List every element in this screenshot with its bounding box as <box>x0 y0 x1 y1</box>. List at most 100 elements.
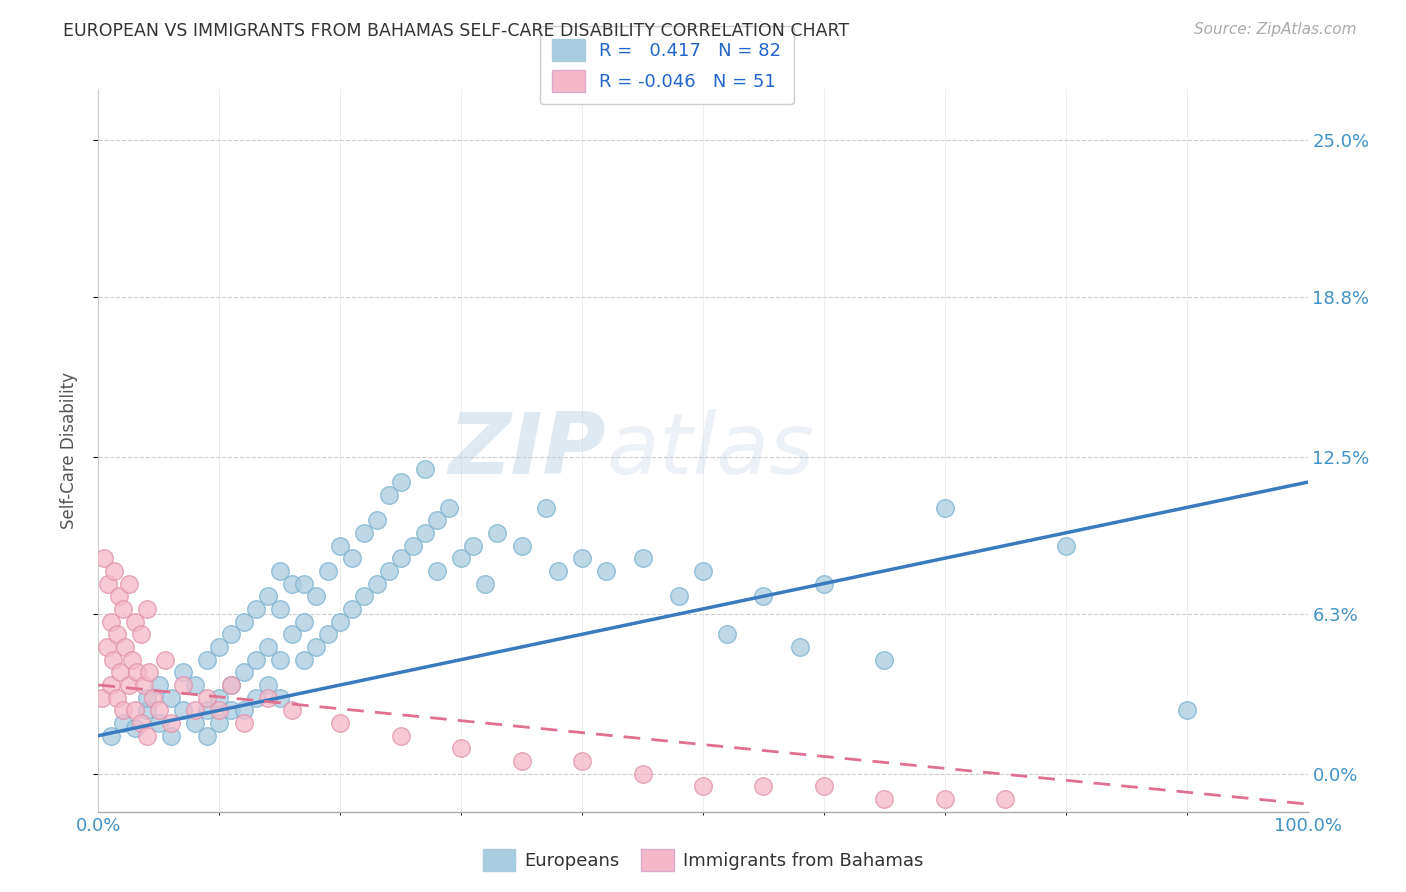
Point <box>463 539 485 553</box>
Point <box>631 551 654 566</box>
Point <box>534 500 557 515</box>
Point <box>668 589 690 603</box>
Text: EUROPEAN VS IMMIGRANTS FROM BAHAMAS SELF-CARE DISABILITY CORRELATION CHART: EUROPEAN VS IMMIGRANTS FROM BAHAMAS SELF… <box>63 22 849 40</box>
Point <box>232 703 254 717</box>
Point <box>195 690 218 705</box>
Point <box>329 716 352 731</box>
Point <box>160 716 183 731</box>
Point <box>353 589 375 603</box>
Point <box>813 780 835 794</box>
Point <box>873 652 896 666</box>
Point <box>571 551 593 566</box>
Point <box>96 640 118 654</box>
Point <box>153 652 176 666</box>
Point <box>118 678 141 692</box>
Point <box>305 589 328 603</box>
Point <box>184 678 207 692</box>
Point <box>342 602 364 616</box>
Point <box>377 564 399 578</box>
Legend: R =   0.417   N = 82, R = -0.046   N = 51: R = 0.417 N = 82, R = -0.046 N = 51 <box>540 26 794 104</box>
Point <box>221 703 243 717</box>
Point <box>124 703 146 717</box>
Point <box>256 640 278 654</box>
Point <box>752 589 775 603</box>
Point <box>138 665 160 680</box>
Point <box>547 564 569 578</box>
Point <box>426 564 449 578</box>
Point <box>316 627 339 641</box>
Point <box>121 652 143 666</box>
Point <box>426 513 449 527</box>
Point <box>105 690 128 705</box>
Text: Source: ZipAtlas.com: Source: ZipAtlas.com <box>1194 22 1357 37</box>
Point <box>413 525 436 540</box>
Point <box>93 551 115 566</box>
Point <box>366 513 388 527</box>
Point <box>208 716 231 731</box>
Point <box>124 615 146 629</box>
Point <box>256 678 278 692</box>
Point <box>631 766 654 780</box>
Point <box>148 716 170 731</box>
Point <box>111 602 134 616</box>
Point <box>135 729 157 743</box>
Point <box>208 690 231 705</box>
Point <box>353 525 375 540</box>
Point <box>101 652 124 666</box>
Point <box>148 678 170 692</box>
Point <box>245 652 267 666</box>
Point <box>281 627 304 641</box>
Point <box>269 652 291 666</box>
Point <box>100 729 122 743</box>
Point <box>135 602 157 616</box>
Point <box>269 564 291 578</box>
Point <box>316 564 339 578</box>
Point <box>486 525 509 540</box>
Point <box>450 551 472 566</box>
Point <box>208 640 231 654</box>
Point <box>281 576 304 591</box>
Point <box>135 703 157 717</box>
Point <box>195 729 218 743</box>
Point <box>389 729 412 743</box>
Point <box>172 665 194 680</box>
Point <box>160 729 183 743</box>
Point <box>221 627 243 641</box>
Point <box>305 640 328 654</box>
Point <box>389 475 412 490</box>
Point <box>366 576 388 591</box>
Point <box>329 615 352 629</box>
Point <box>510 539 533 553</box>
Point <box>208 703 231 717</box>
Point <box>148 703 170 717</box>
Point <box>329 539 352 553</box>
Point <box>281 703 304 717</box>
Point <box>994 792 1017 806</box>
Point <box>91 690 114 705</box>
Text: ZIP: ZIP <box>449 409 606 492</box>
Point <box>292 615 315 629</box>
Point <box>135 690 157 705</box>
Point <box>292 576 315 591</box>
Point <box>716 627 738 641</box>
Point <box>873 792 896 806</box>
Point <box>692 780 714 794</box>
Point <box>111 716 134 731</box>
Point <box>752 780 775 794</box>
Point <box>377 488 399 502</box>
Legend: Europeans, Immigrants from Bahamas: Europeans, Immigrants from Bahamas <box>475 842 931 879</box>
Point <box>129 716 152 731</box>
Point <box>100 615 122 629</box>
Point <box>389 551 412 566</box>
Point <box>221 678 243 692</box>
Point <box>292 652 315 666</box>
Point <box>402 539 425 553</box>
Point <box>245 690 267 705</box>
Point <box>269 690 291 705</box>
Point <box>789 640 811 654</box>
Point <box>450 741 472 756</box>
Point <box>172 703 194 717</box>
Point <box>172 678 194 692</box>
Point <box>474 576 496 591</box>
Point <box>413 462 436 476</box>
